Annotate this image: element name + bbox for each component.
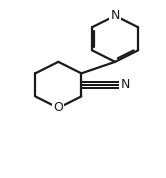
Text: N: N [120, 78, 130, 91]
Text: N: N [110, 9, 120, 22]
Text: O: O [53, 101, 63, 114]
